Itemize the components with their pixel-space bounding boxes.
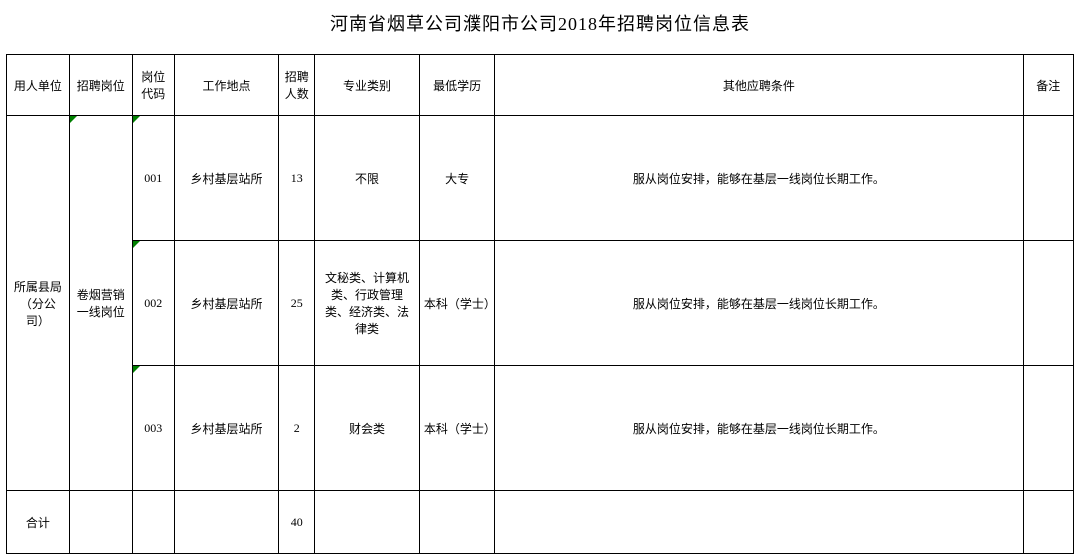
cell-code: 002 <box>132 241 174 366</box>
empty-cell <box>495 491 1023 554</box>
cell-location: 乡村基层站所 <box>174 241 279 366</box>
table-title: 河南省烟草公司濮阳市公司2018年招聘岗位信息表 <box>7 0 1074 42</box>
cell-major: 文秘类、计算机类、行政管理类、经济类、法律类 <box>315 241 420 366</box>
cell-count: 13 <box>279 116 315 241</box>
col-location: 工作地点 <box>174 55 279 116</box>
cell-note <box>1023 366 1073 491</box>
cell-unit: 所属县局（分公司） <box>7 116 70 491</box>
cell-edu: 本科（学士） <box>419 241 494 366</box>
cell-code: 003 <box>132 366 174 491</box>
header-row: 用人单位 招聘岗位 岗位代码 工作地点 招聘人数 专业类别 最低学历 其他应聘条… <box>7 55 1074 116</box>
cell-note <box>1023 241 1073 366</box>
cell-marker-icon <box>133 366 140 373</box>
empty-cell <box>315 491 420 554</box>
col-note: 备注 <box>1023 55 1073 116</box>
empty-cell <box>69 491 132 554</box>
cell-major: 不限 <box>315 116 420 241</box>
col-major: 专业类别 <box>315 55 420 116</box>
empty-cell <box>1023 491 1073 554</box>
cell-marker-icon <box>70 116 77 123</box>
cell-marker-icon <box>133 116 140 123</box>
col-unit: 用人单位 <box>7 55 70 116</box>
col-edu: 最低学历 <box>419 55 494 116</box>
col-code: 岗位代码 <box>132 55 174 116</box>
cell-count: 25 <box>279 241 315 366</box>
title-row: 河南省烟草公司濮阳市公司2018年招聘岗位信息表 <box>7 0 1074 42</box>
col-other: 其他应聘条件 <box>495 55 1023 116</box>
spacer-cell <box>7 42 1074 55</box>
cell-marker-icon <box>133 241 140 248</box>
cell-code-text: 003 <box>144 421 162 435</box>
empty-cell <box>419 491 494 554</box>
cell-other: 服从岗位安排，能够在基层一线岗位长期工作。 <box>495 366 1023 491</box>
cell-note <box>1023 116 1073 241</box>
empty-cell <box>174 491 279 554</box>
total-label: 合计 <box>7 491 70 554</box>
cell-major: 财会类 <box>315 366 420 491</box>
cell-edu: 大专 <box>419 116 494 241</box>
col-position: 招聘岗位 <box>69 55 132 116</box>
col-count: 招聘人数 <box>279 55 315 116</box>
total-row: 合计 40 <box>7 491 1074 554</box>
table-row: 003 乡村基层站所 2 财会类 本科（学士） 服从岗位安排，能够在基层一线岗位… <box>7 366 1074 491</box>
cell-code: 001 <box>132 116 174 241</box>
cell-code-text: 001 <box>144 171 162 185</box>
total-count: 40 <box>279 491 315 554</box>
cell-other: 服从岗位安排，能够在基层一线岗位长期工作。 <box>495 116 1023 241</box>
cell-code-text: 002 <box>144 296 162 310</box>
table-row: 002 乡村基层站所 25 文秘类、计算机类、行政管理类、经济类、法律类 本科（… <box>7 241 1074 366</box>
recruitment-table: 河南省烟草公司濮阳市公司2018年招聘岗位信息表 用人单位 招聘岗位 岗位代码 … <box>6 0 1074 554</box>
cell-edu: 本科（学士） <box>419 366 494 491</box>
empty-cell <box>132 491 174 554</box>
cell-location: 乡村基层站所 <box>174 116 279 241</box>
cell-count: 2 <box>279 366 315 491</box>
cell-position: 卷烟营销一线岗位 <box>69 116 132 491</box>
cell-position-text: 卷烟营销一线岗位 <box>77 288 125 319</box>
spreadsheet-table: 河南省烟草公司濮阳市公司2018年招聘岗位信息表 用人单位 招聘岗位 岗位代码 … <box>0 0 1080 555</box>
cell-location: 乡村基层站所 <box>174 366 279 491</box>
table-row: 所属县局（分公司） 卷烟营销一线岗位 001 乡村基层站所 13 不限 大专 服… <box>7 116 1074 241</box>
cell-other: 服从岗位安排，能够在基层一线岗位长期工作。 <box>495 241 1023 366</box>
spacer-row <box>7 42 1074 55</box>
